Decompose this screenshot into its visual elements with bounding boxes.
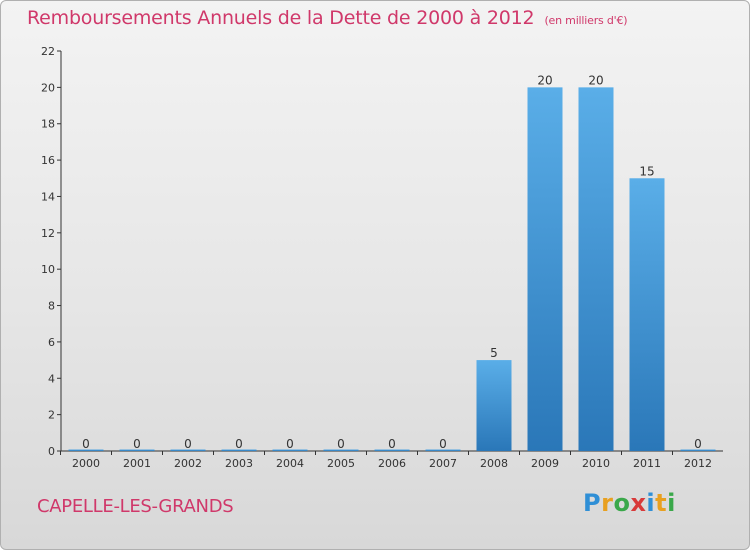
bar <box>629 178 665 452</box>
x-tick-label: 2005 <box>327 457 355 470</box>
y-tick-label: 4 <box>48 372 55 385</box>
data-label: 0 <box>82 437 90 451</box>
x-tick-label: 2009 <box>531 457 559 470</box>
data-label: 20 <box>537 73 552 87</box>
bar <box>119 449 155 451</box>
x-tick-label: 2001 <box>123 457 151 470</box>
y-tick-label: 8 <box>48 300 55 313</box>
data-label: 0 <box>388 437 396 451</box>
data-label: 0 <box>694 437 702 451</box>
bar <box>578 87 614 451</box>
x-tick-label: 2011 <box>633 457 661 470</box>
data-label: 15 <box>639 164 654 178</box>
x-tick-label: 2010 <box>582 457 610 470</box>
bar <box>323 449 359 451</box>
y-tick-label: 12 <box>41 227 55 240</box>
data-label: 5 <box>490 346 498 360</box>
x-tick-label: 2008 <box>480 457 508 470</box>
data-label: 0 <box>235 437 243 451</box>
y-tick-label: 0 <box>48 445 55 458</box>
x-tick-label: 2003 <box>225 457 253 470</box>
x-tick-label: 2002 <box>174 457 202 470</box>
bar <box>170 449 206 451</box>
bar <box>527 87 563 451</box>
data-label: 0 <box>184 437 192 451</box>
y-tick-label: 14 <box>41 190 55 203</box>
data-label: 0 <box>337 437 345 451</box>
data-label: 0 <box>286 437 294 451</box>
chart-title: Remboursements Annuels de la Dette de 20… <box>27 7 628 29</box>
y-tick-label: 16 <box>41 154 55 167</box>
bar <box>272 449 308 451</box>
x-tick-label: 2012 <box>684 457 712 470</box>
data-label: 0 <box>439 437 447 451</box>
y-tick-label: 2 <box>48 409 55 422</box>
bar <box>425 449 461 451</box>
bar <box>68 449 104 451</box>
data-label: 0 <box>133 437 141 451</box>
bar <box>221 449 257 451</box>
x-tick-label: 2007 <box>429 457 457 470</box>
city-name: CAPELLE-LES-GRANDS <box>37 496 234 517</box>
chart-unit-label: (en milliers d'€) <box>544 14 628 27</box>
x-tick-label: 2006 <box>378 457 406 470</box>
y-tick-label: 6 <box>48 336 55 349</box>
y-tick-label: 22 <box>41 45 55 58</box>
bar <box>680 449 716 451</box>
y-tick-label: 20 <box>41 81 55 94</box>
x-tick-label: 2004 <box>276 457 304 470</box>
bar <box>374 449 410 451</box>
data-label: 20 <box>588 73 603 87</box>
y-tick-label: 18 <box>41 118 55 131</box>
x-tick-label: 2000 <box>72 457 100 470</box>
bar <box>476 360 512 451</box>
y-tick-label: 10 <box>41 263 55 276</box>
chart-title-text: Remboursements Annuels de la Dette de 20… <box>27 7 535 29</box>
proxiti-logo: Proxiti <box>583 489 676 517</box>
